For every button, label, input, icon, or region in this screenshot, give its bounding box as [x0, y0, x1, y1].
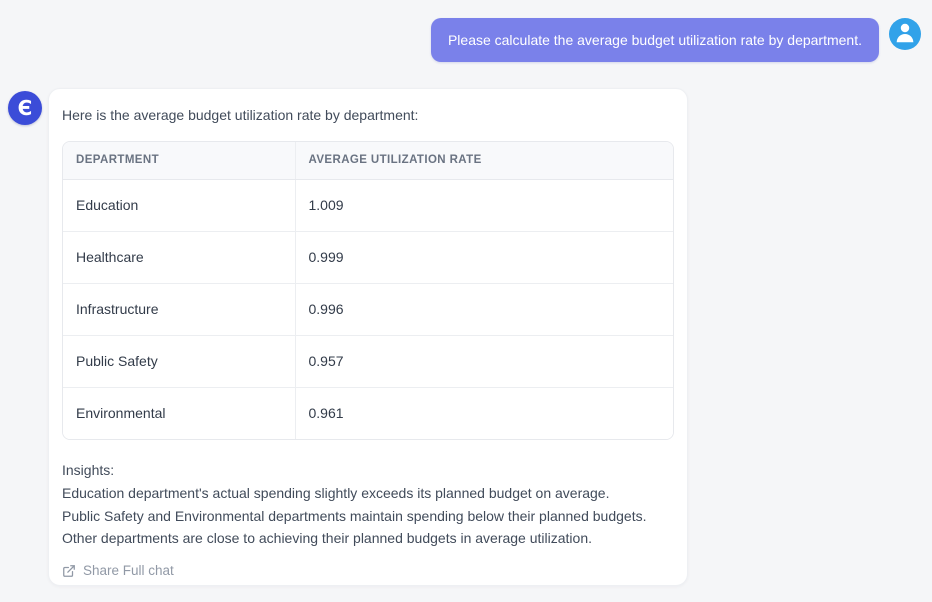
share-full-chat-link[interactable]: Share Full chat: [62, 563, 174, 578]
share-full-chat-label: Share Full chat: [83, 563, 174, 579]
column-header-department: DEPARTMENT: [63, 142, 296, 180]
insights-block: Insights: Education department's actual …: [62, 459, 674, 550]
table-row: Public Safety 0.957: [63, 334, 673, 387]
insight-line: Other departments are close to achieving…: [62, 530, 592, 547]
person-icon: [892, 19, 918, 50]
logo-e-icon: Є: [17, 96, 33, 120]
cell-rate: 0.961: [295, 386, 673, 439]
cell-department: Education: [63, 179, 296, 231]
cell-department: Healthcare: [63, 230, 296, 283]
cell-rate: 0.957: [295, 334, 673, 387]
user-message-row: Please calculate the average budget util…: [430, 18, 921, 62]
cell-rate: 1.009: [295, 179, 673, 231]
cell-rate: 0.999: [295, 230, 673, 283]
cell-department: Public Safety: [63, 334, 296, 387]
assistant-avatar: Є: [8, 91, 42, 125]
assistant-message-card: Here is the average budget utilization r…: [48, 88, 688, 586]
assistant-intro-text: Here is the average budget utilization r…: [62, 107, 419, 123]
external-link-icon: [62, 564, 76, 578]
insight-line: Public Safety and Environmental departme…: [62, 507, 647, 524]
table-header-row: DEPARTMENT AVERAGE UTILIZATION RATE: [63, 142, 673, 180]
table-row: Infrastructure 0.996: [63, 282, 673, 335]
table-row: Environmental 0.961: [63, 386, 673, 439]
user-avatar: [889, 18, 921, 50]
insight-line: Education department's actual spending s…: [62, 484, 610, 501]
user-message-bubble: Please calculate the average budget util…: [430, 18, 879, 62]
cell-department: Infrastructure: [63, 282, 296, 335]
column-header-rate: AVERAGE UTILIZATION RATE: [295, 142, 673, 180]
table-row: Education 1.009: [63, 179, 673, 231]
insights-heading: Insights:: [62, 462, 115, 478]
cell-rate: 0.996: [295, 282, 673, 335]
table-row: Healthcare 0.999: [63, 230, 673, 283]
utilization-table: DEPARTMENT AVERAGE UTILIZATION RATE Educ…: [62, 141, 674, 440]
cell-department: Environmental: [63, 386, 296, 439]
